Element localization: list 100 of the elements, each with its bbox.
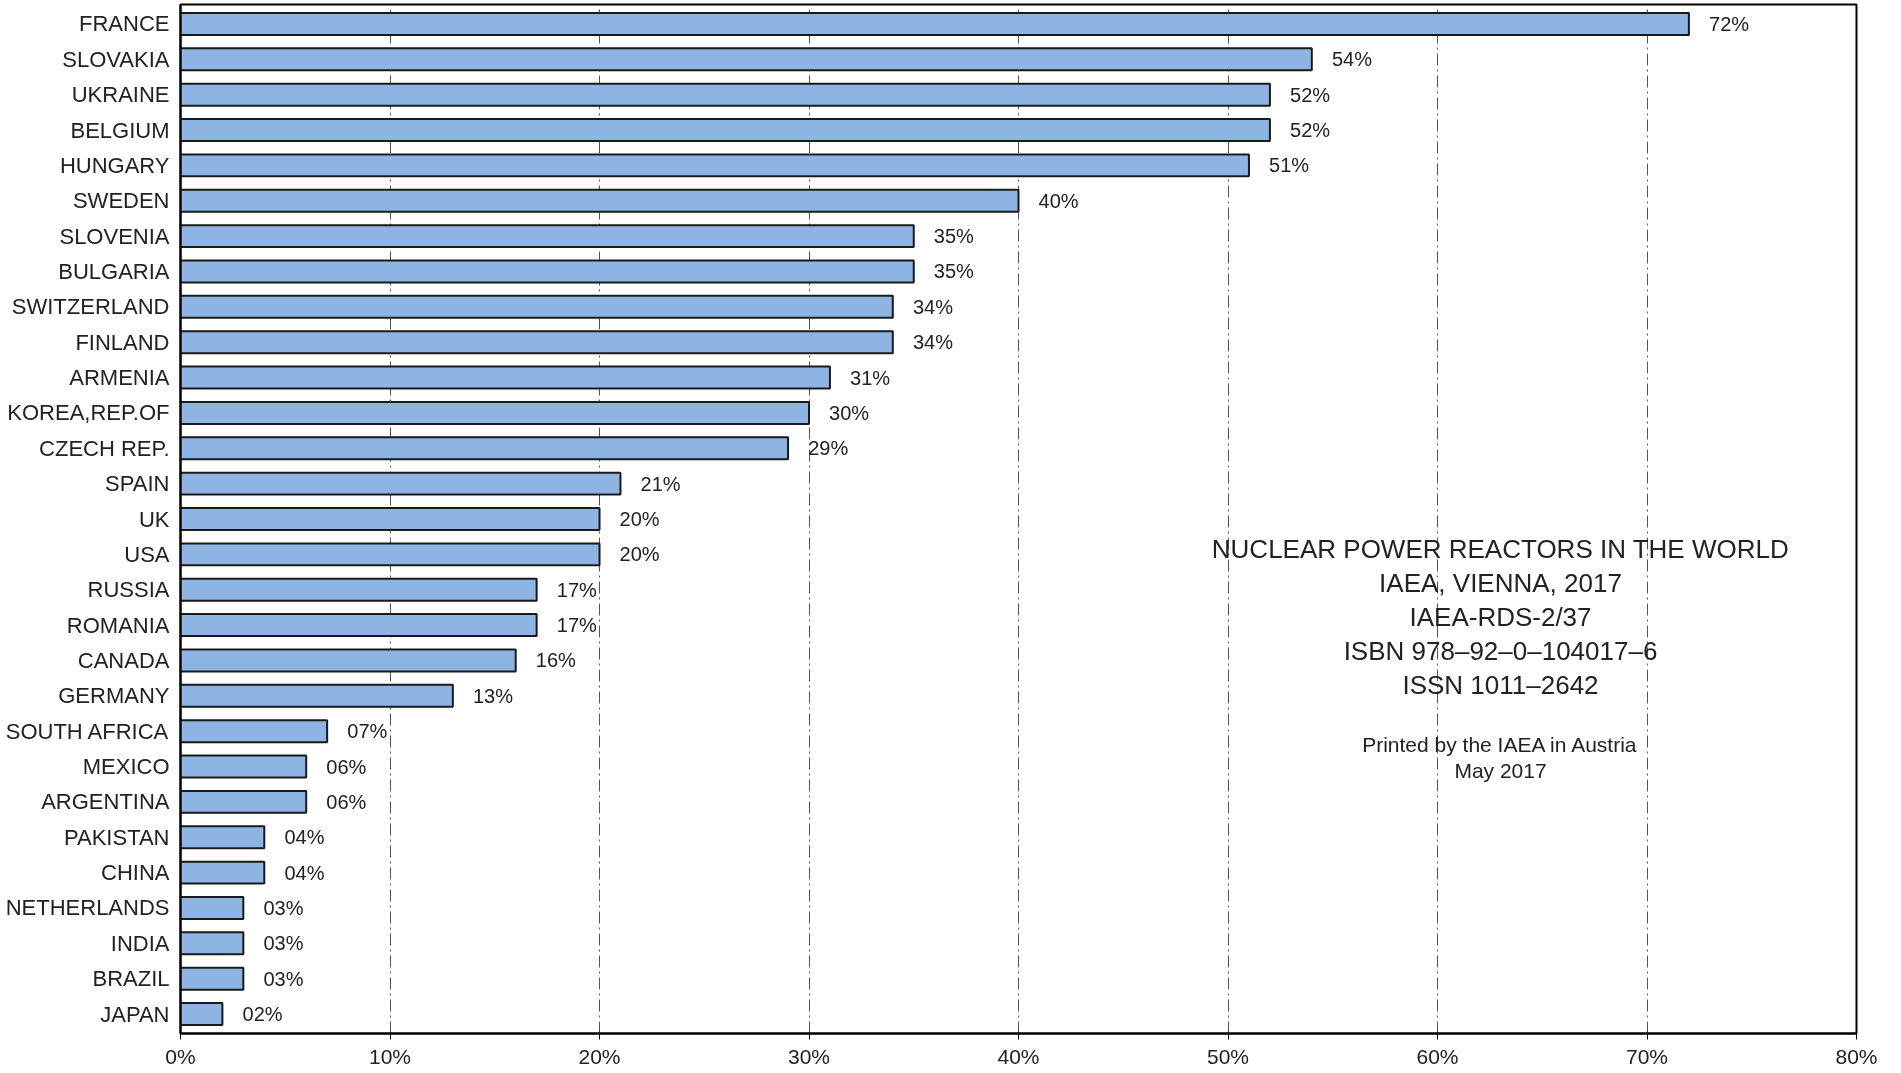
bar [180,648,517,673]
bar [180,507,601,531]
y-tick-label: INDIA [110,930,170,956]
y-tick-label: SLOVAKIA [62,46,170,72]
y-tick-label: SWEDEN [72,188,170,214]
y-tick-label: RUSSIA [87,577,170,603]
x-tick-label: 20% [578,1044,621,1068]
data-label: 30% [829,401,870,424]
y-tick-label: UK [138,506,170,532]
data-label: 52% [1290,119,1331,142]
bar [180,294,894,319]
x-tick-label: 0% [165,1044,196,1068]
y-tick-label: GERMANY [58,683,170,709]
data-label: 40% [1038,189,1079,212]
x-tick-label: 60% [1416,1044,1459,1068]
data-label: 34% [912,331,954,354]
data-label: 13% [472,684,514,707]
bar [180,719,329,744]
y-tick-label: MEXICO [82,754,170,780]
data-label: 51% [1269,154,1310,177]
bar [180,471,622,496]
x-tick-label: 10% [368,1044,412,1068]
y-tick-label: USA [124,541,170,567]
annotation: May 2017 [1454,758,1547,782]
data-label: 17% [556,614,598,637]
y-tick-label: NETHERLANDS [5,895,170,921]
annotation: ISBN 978–92–0–104017–6 [1343,635,1658,666]
data-label: 52% [1290,83,1331,106]
y-tick-label: SLOVENIA [59,223,170,249]
bar [180,400,810,425]
data-label: 06% [326,790,367,813]
annotation: IAEA-RDS-2/37 [1409,601,1592,632]
x-tick-label: 30% [787,1044,831,1068]
y-tick-label: FRANCE [79,11,170,37]
data-label: 03% [263,967,304,990]
bar [180,896,245,920]
y-tick-label: FINLAND [75,329,170,355]
annotation: Printed by the IAEA in Austria [1362,732,1637,756]
data-label: 20% [619,543,660,566]
y-tick-label: SWITZERLAND [11,294,170,320]
data-label: 02% [242,1003,283,1026]
bar [180,754,308,779]
bar [180,966,245,991]
y-tick-label: SOUTH AFRICA [5,718,169,744]
data-label: 03% [263,932,304,955]
y-tick-label: HUNGARY [59,152,170,178]
y-tick-label: BRAZIL [92,966,170,992]
data-label: 16% [535,649,577,672]
bar [180,153,1250,178]
y-tick-label: BELGIUM [70,117,170,143]
bar [180,789,308,814]
bar [180,860,266,885]
data-label: 04% [284,826,325,849]
data-label: 04% [284,861,325,884]
bar [180,577,538,602]
bar [180,931,245,956]
bar [180,259,915,284]
bar [180,224,915,249]
x-tick-label: 70% [1625,1044,1669,1068]
bar [180,11,1690,36]
bar [180,542,601,567]
data-label: 31% [850,366,891,389]
annotation: NUCLEAR POWER REACTORS IN THE WORLD [1211,533,1789,564]
bar [180,613,538,638]
data-label: 54% [1331,48,1373,71]
x-tick-label: 50% [1206,1044,1250,1068]
y-tick-label: PAKISTAN [63,824,170,850]
bar [180,825,266,850]
annotation: ISSN 1011–2642 [1402,669,1599,700]
bar [180,436,790,461]
data-label: 34% [912,295,954,318]
data-label: 29% [808,437,849,460]
data-label: 03% [263,896,304,919]
data-label: 72% [1709,12,1750,35]
y-tick-label: CANADA [77,647,170,673]
x-tick-label: 40% [997,1044,1040,1068]
y-tick-label: BULGARIA [58,258,170,284]
annotation: IAEA, VIENNA, 2017 [1379,567,1622,598]
data-label: 35% [933,260,975,283]
data-label: 07% [347,720,388,743]
bar [180,683,454,708]
data-label: 06% [326,755,367,778]
y-tick-label: CHINA [101,860,170,886]
y-tick-label: JAPAN [100,1001,170,1027]
bar [180,118,1271,142]
data-label: 17% [556,578,598,601]
bar [180,82,1271,107]
y-tick-label: KOREA,REP.OF [7,400,170,426]
data-label: 35% [933,225,975,248]
y-tick-label: CZECH REP. [39,435,170,461]
y-tick-label: ROMANIA [66,612,170,638]
y-tick-label: UKRAINE [71,82,170,108]
data-label: 20% [619,508,660,530]
bar [180,1002,224,1027]
x-tick-label: 80% [1835,1044,1878,1068]
bar [180,365,831,390]
y-tick-label: ARGENTINA [41,789,170,815]
y-tick-label: SPAIN [105,471,170,497]
data-label: 21% [640,472,681,495]
y-tick-label: ARMENIA [69,365,170,391]
